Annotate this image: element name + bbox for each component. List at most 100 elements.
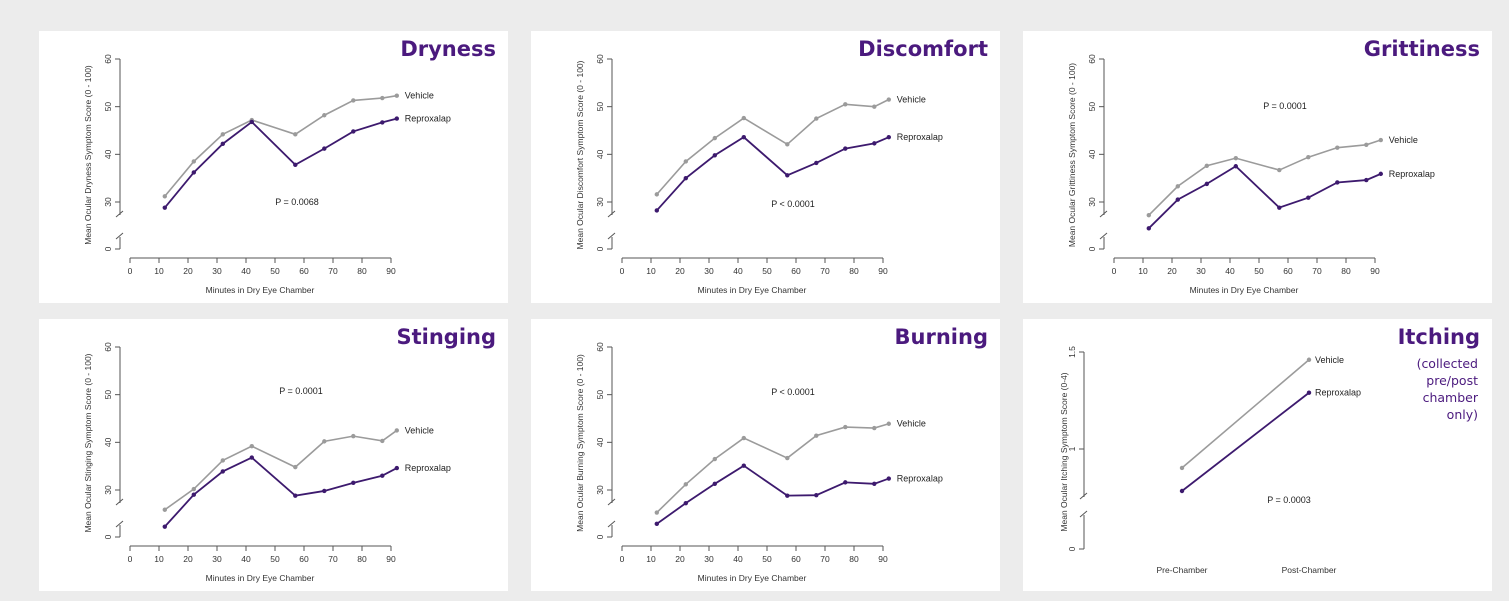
- x-tick-label: 80: [1341, 266, 1351, 276]
- data-point: [249, 455, 254, 460]
- data-point: [1364, 177, 1369, 183]
- data-point: [394, 116, 399, 121]
- series-label: Reproxalap: [897, 132, 943, 142]
- y-tick-label: 0: [103, 534, 113, 539]
- chart-title-discomfort: Discomfort: [858, 37, 988, 61]
- x-tick-label: 90: [878, 266, 888, 276]
- x-tick-label: 40: [733, 554, 743, 564]
- data-point: [1179, 465, 1185, 471]
- x-tick-label: 20: [675, 266, 685, 276]
- data-point: [1175, 184, 1180, 189]
- x-tick-label: 10: [154, 266, 164, 276]
- series-line-reproxalap: [1148, 165, 1382, 229]
- data-point: [654, 208, 659, 213]
- chart-svg-discomfort: 0 30 40 50 60 0 10 20 30 40 50 60 70 80 90 Minutes in D…: [575, 54, 943, 295]
- data-point: [683, 500, 688, 506]
- axis-break-mark: [115, 498, 124, 506]
- data-point: [293, 493, 298, 498]
- x-tick-label: 70: [820, 554, 830, 564]
- x-tick-label: 10: [646, 266, 656, 276]
- y-tick-label: 0: [1067, 546, 1077, 551]
- y-tick-label: 1: [1067, 446, 1077, 451]
- data-point: [351, 433, 356, 439]
- data-point: [394, 93, 399, 98]
- series-line-reproxalap: [164, 117, 398, 209]
- series-line-reproxalap: [656, 464, 890, 525]
- x-tick-label: 30: [704, 266, 714, 276]
- series-line-vehicle: [1181, 359, 1310, 469]
- x-tick-label: 90: [1370, 266, 1380, 276]
- axis-break-mark: [607, 232, 616, 240]
- data-point: [814, 116, 819, 121]
- data-point: [683, 175, 688, 181]
- x-tick-label: 90: [386, 554, 396, 564]
- y-tick-label: 40: [1087, 149, 1097, 159]
- data-point: [814, 433, 819, 438]
- data-point: [843, 146, 848, 151]
- data-point: [1175, 197, 1180, 202]
- y-tick-label: 30: [1087, 197, 1097, 207]
- data-point: [785, 173, 790, 178]
- data-point: [380, 120, 385, 125]
- data-point: [1179, 488, 1185, 494]
- axis-break-mark: [115, 210, 124, 218]
- data-point: [814, 492, 819, 498]
- data-point: [1306, 154, 1311, 160]
- data-point: [191, 170, 196, 175]
- data-point: [683, 159, 688, 164]
- x-tick-label: 0: [128, 266, 133, 276]
- y-tick-label: 60: [103, 342, 113, 352]
- y-tick-label: 30: [595, 485, 605, 495]
- series-label: Reproxalap: [405, 114, 451, 124]
- data-point: [1204, 163, 1209, 168]
- x-tick-label: 60: [791, 266, 801, 276]
- data-point: [785, 455, 790, 461]
- x-category-label: Post-Chamber: [1282, 565, 1337, 575]
- data-point: [1277, 205, 1282, 210]
- y-tick-label: 60: [595, 342, 605, 352]
- series-label: Reproxalap: [1389, 169, 1435, 179]
- y-tick-label: 50: [595, 102, 605, 112]
- p-value-annotation: P = 0.0068: [275, 197, 319, 207]
- data-point: [683, 482, 688, 487]
- data-point: [1378, 171, 1383, 177]
- data-point: [654, 521, 659, 527]
- y-axis-label: Mean Ocular Burning Symptom Score (0 - 1…: [575, 354, 585, 532]
- x-tick-label: 80: [849, 266, 859, 276]
- chart-panel-burning: 0 30 40 50 60 0 10 20 30 40 50 60 70 80 90 Minutes in D…: [531, 319, 1000, 591]
- data-point: [1378, 137, 1383, 143]
- data-point: [351, 129, 356, 134]
- chart-panel-stinging: 0 30 40 50 60 0 10 20 30 40 50 60 70 80 90 Minutes in D…: [39, 319, 508, 591]
- x-tick-label: 90: [386, 266, 396, 276]
- axis-break-mark: [1099, 210, 1108, 218]
- y-axis-label: Mean Ocular Dryness Symptom Score (0 - 1…: [83, 65, 93, 245]
- x-tick-label: 70: [328, 266, 338, 276]
- p-value-annotation: P = 0.0001: [1263, 101, 1307, 111]
- chart-title-burning: Burning: [894, 325, 988, 349]
- y-tick-label: 40: [103, 149, 113, 159]
- axis-break-mark: [607, 498, 616, 506]
- chart-title-stinging: Stinging: [396, 325, 496, 349]
- chart-panel-discomfort: 0 30 40 50 60 0 10 20 30 40 50 60 70 80 90 Minutes in D…: [531, 31, 1000, 303]
- data-point: [162, 194, 167, 199]
- series-label: Vehicle: [1389, 135, 1418, 145]
- p-value-annotation: P < 0.0001: [771, 199, 815, 209]
- data-point: [191, 159, 196, 164]
- data-point: [872, 141, 877, 146]
- chart-svg-grittiness: 0 30 40 50 60 0 10 20 30 40 50 60 70 80 90 Minutes in D…: [1067, 54, 1435, 295]
- y-axis-label: Mean Ocular Grittiness Symptom Score (0 …: [1067, 63, 1077, 247]
- data-point: [380, 438, 385, 444]
- data-point: [1306, 357, 1312, 362]
- data-point: [322, 146, 327, 151]
- x-axis-label: Minutes in Dry Eye Chamber: [698, 285, 807, 295]
- x-tick-label: 60: [1283, 266, 1293, 276]
- data-point: [1233, 164, 1238, 169]
- data-point: [886, 421, 891, 426]
- data-point: [712, 153, 717, 158]
- y-tick-label: 50: [595, 390, 605, 400]
- x-tick-label: 50: [270, 554, 280, 564]
- axis-break-mark: [115, 520, 124, 528]
- data-point: [1146, 212, 1151, 218]
- axis-break-mark: [607, 520, 616, 528]
- y-tick-label: 60: [595, 54, 605, 64]
